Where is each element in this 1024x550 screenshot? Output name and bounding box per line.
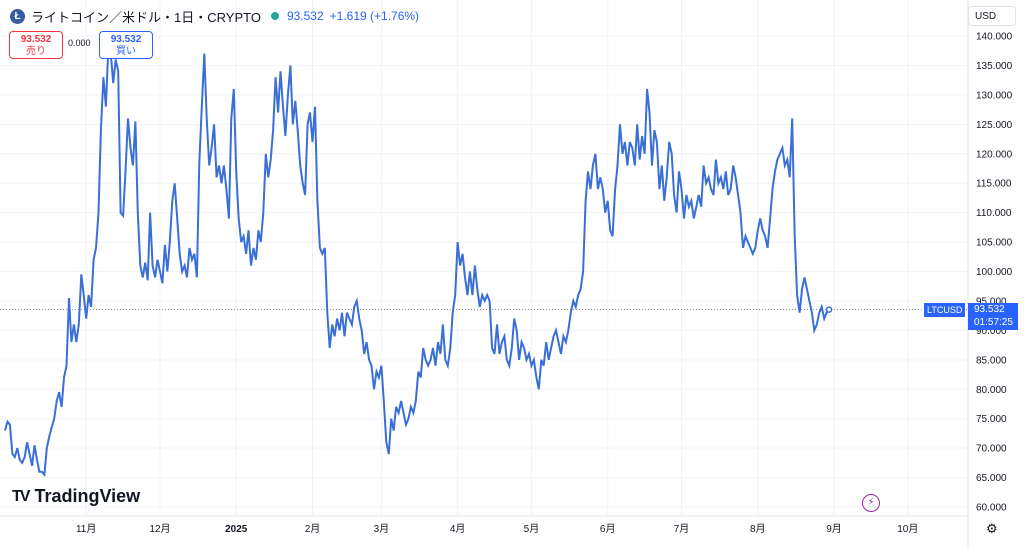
x-tick-label: 3月 bbox=[374, 523, 390, 535]
y-tick-label: 110.000 bbox=[976, 208, 1012, 219]
price-line-series bbox=[4, 47, 830, 478]
market-open-status-icon bbox=[270, 12, 279, 20]
settings-gear-icon[interactable]: ⚙ bbox=[986, 521, 998, 536]
y-tick-label: 115.000 bbox=[976, 179, 1012, 190]
header-price: 93.532 bbox=[286, 9, 324, 23]
buy-label: 買い bbox=[116, 46, 136, 57]
buy-button[interactable]: 93.532 買い bbox=[99, 31, 153, 59]
y-tick-label: 70.000 bbox=[976, 444, 1007, 455]
x-tick-label: 2月 bbox=[305, 523, 321, 535]
sell-price: 93.532 bbox=[20, 34, 52, 45]
header-change: +1.619 (+1.76%) bbox=[329, 9, 420, 23]
buy-price: 93.532 bbox=[110, 34, 142, 45]
y-tick-label: 105.000 bbox=[976, 238, 1013, 249]
y-tick-label: 140.000 bbox=[976, 32, 1013, 43]
y-tick-label: 85.000 bbox=[976, 355, 1007, 366]
x-tick-label: 2025 bbox=[225, 524, 248, 535]
last-price-tag: 93.532 01:57:25 bbox=[968, 302, 1018, 330]
flash-icon[interactable]: ⚡ bbox=[862, 494, 880, 512]
x-tick-label: 7月 bbox=[674, 523, 690, 535]
x-tick-label: 8月 bbox=[750, 523, 766, 535]
sell-label: 売り bbox=[26, 46, 46, 57]
litecoin-logo-icon: Ł bbox=[10, 8, 25, 24]
y-tick-label: 75.000 bbox=[976, 414, 1007, 425]
x-tick-label: 5月 bbox=[524, 523, 540, 535]
y-tick-label: 95.000 bbox=[976, 296, 1007, 307]
last-price-value: 93.532 bbox=[974, 303, 1005, 315]
x-tick-label: 4月 bbox=[450, 523, 466, 535]
last-price-dot bbox=[825, 306, 833, 313]
y-tick-label: 130.000 bbox=[976, 90, 1013, 101]
y-tick-label: 80.000 bbox=[976, 385, 1007, 396]
spread-value: 0.000 bbox=[68, 38, 91, 48]
x-tick-label: 9月 bbox=[826, 523, 842, 535]
symbol-price-tag: LTCUSD bbox=[924, 302, 966, 317]
tradingview-mark-icon: TV bbox=[12, 487, 31, 505]
x-tick-label: 11月 bbox=[76, 523, 96, 535]
bar-countdown: 01:57:25 bbox=[974, 316, 1013, 328]
y-tick-label: 65.000 bbox=[976, 473, 1007, 484]
currency-selector[interactable]: USD bbox=[968, 6, 1016, 26]
x-tick-label: 12月 bbox=[149, 523, 170, 535]
symbol-title[interactable]: ライトコイン／米ドル・1日・CRYPTO bbox=[31, 9, 261, 25]
y-tick-label: 60.000 bbox=[976, 503, 1007, 514]
tradingview-logo[interactable]: TV TradingView bbox=[12, 486, 140, 507]
y-tick-label: 120.000 bbox=[976, 149, 1013, 160]
brand-name: TradingView bbox=[34, 486, 141, 506]
x-tick-label: 6月 bbox=[600, 523, 616, 535]
y-tick-label: 90.000 bbox=[976, 326, 1007, 337]
chart-header: Ł ライトコイン／米ドル・1日・CRYPTO 93.532 +1.619 (+1… bbox=[10, 6, 419, 26]
y-tick-label: 135.000 bbox=[976, 61, 1013, 72]
y-tick-label: 125.000 bbox=[976, 120, 1013, 131]
x-tick-label: 10月 bbox=[897, 523, 918, 535]
y-tick-label: 100.000 bbox=[976, 267, 1013, 278]
sell-button[interactable]: 93.532 売り bbox=[9, 31, 63, 59]
